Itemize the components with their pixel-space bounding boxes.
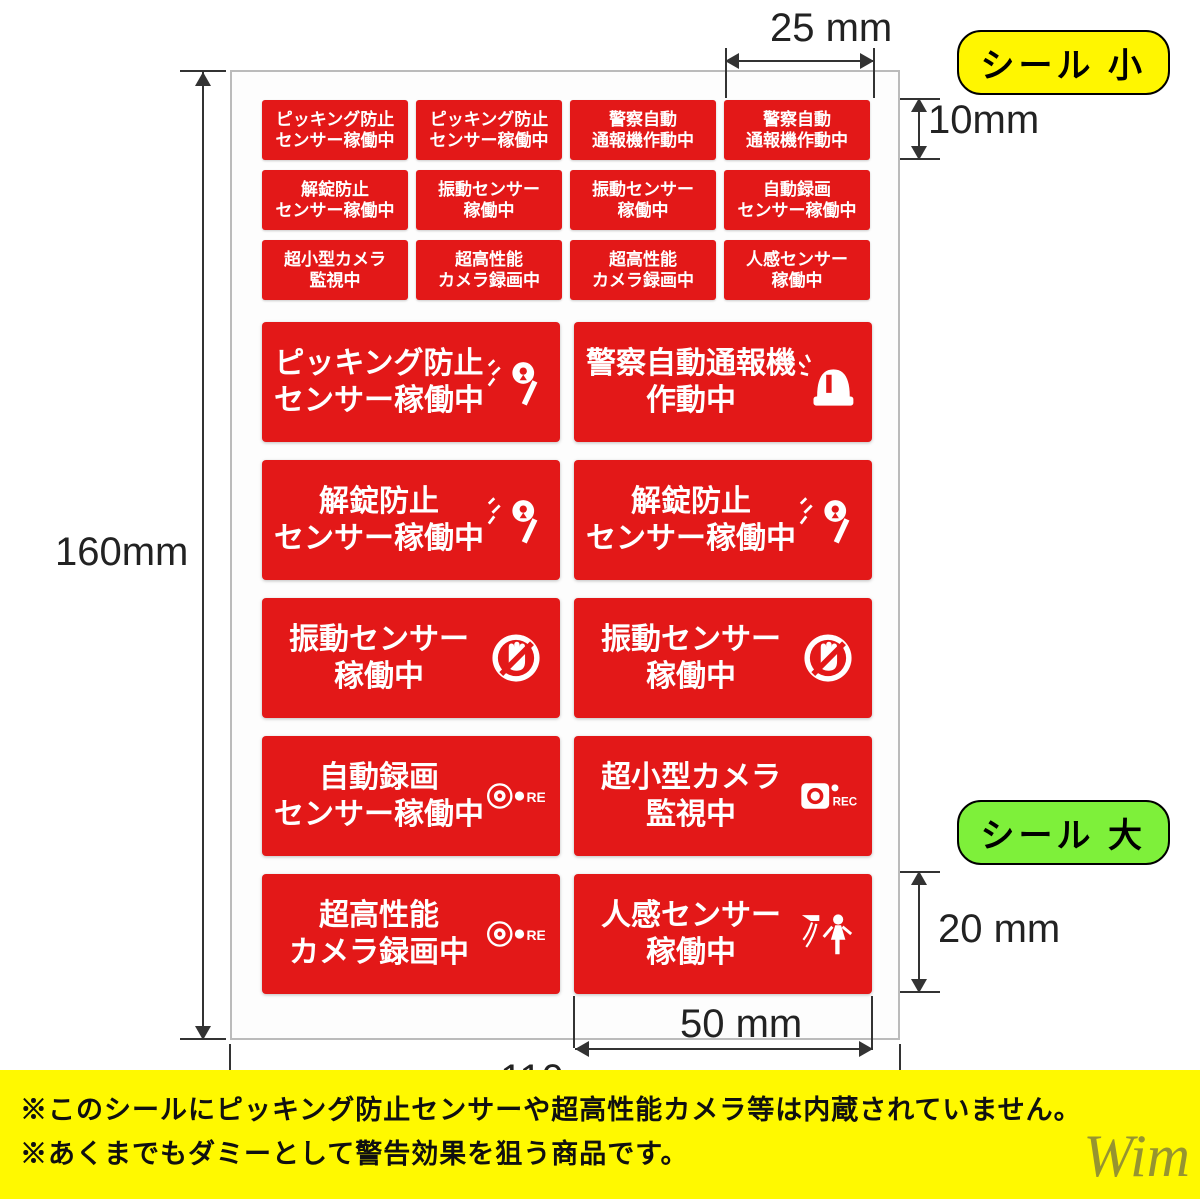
- small-sticker: 解錠防止センサー稼働中: [262, 170, 408, 230]
- large-sticker-text: 警察自動通報機 作動中: [586, 345, 796, 420]
- svg-text:REC: REC: [526, 927, 545, 943]
- small-sticker-line2: 稼働中: [772, 270, 823, 291]
- small-sticker: 自動録画センサー稼働中: [724, 170, 870, 230]
- large-sticker: 超高性能 カメラ録画中 REC: [262, 874, 560, 994]
- pill-small: シール 小: [957, 30, 1170, 95]
- dim-sheet-height-label: 160mm: [55, 530, 188, 575]
- arrow: [911, 871, 927, 885]
- small-sticker-line1: 超高性能: [609, 249, 677, 270]
- large-sticker-text: 人感センサー 稼働中: [586, 897, 796, 972]
- small-sticker-line2: 通報機作動中: [746, 130, 848, 151]
- arrow: [859, 1041, 873, 1057]
- siren-icon: [796, 353, 860, 411]
- small-sticker-line2: 稼働中: [618, 200, 669, 221]
- svg-text:REC: REC: [526, 789, 545, 805]
- disclaimer-box: ※このシールにピッキング防止センサーや超高性能カメラ等は内蔵されていません。 ※…: [0, 1070, 1200, 1199]
- arrow: [195, 72, 211, 86]
- svg-text:REC: REC: [833, 795, 857, 808]
- small-sticker-line1: ピッキング防止: [276, 109, 395, 130]
- large-sticker: 人感センサー 稼働中: [574, 874, 872, 994]
- large-sticker: 警察自動通報機 作動中: [574, 322, 872, 442]
- arrow: [575, 1041, 589, 1057]
- arrow: [725, 53, 739, 69]
- watermark: Wim: [1083, 1122, 1190, 1191]
- small-sticker: 超高性能カメラ録画中: [570, 240, 716, 300]
- small-sticker: 振動センサー稼働中: [416, 170, 562, 230]
- dim-line: [725, 60, 875, 62]
- dim-line: [575, 1048, 873, 1050]
- keyhole-icon: [796, 491, 860, 549]
- nohand-icon: [796, 629, 860, 687]
- large-sticker: 超小型カメラ 監視中 REC: [574, 736, 872, 856]
- small-sticker-grid: ピッキング防止センサー稼働中ピッキング防止センサー稼働中警察自動通報機作動中警察…: [262, 100, 872, 300]
- small-sticker-line2: 稼働中: [464, 200, 515, 221]
- small-sticker-line1: 自動録画: [763, 179, 831, 200]
- dim-large-width-label: 50 mm: [680, 1002, 802, 1047]
- small-sticker-line1: 振動センサー: [592, 179, 694, 200]
- small-sticker: 警察自動通報機作動中: [570, 100, 716, 160]
- small-sticker-line2: カメラ録画中: [438, 270, 540, 291]
- arrow: [860, 53, 874, 69]
- small-sticker: 警察自動通報機作動中: [724, 100, 870, 160]
- small-sticker-line1: 超小型カメラ: [284, 249, 386, 270]
- rec-icon: REC: [484, 767, 548, 825]
- large-sticker: 振動センサー 稼働中: [262, 598, 560, 718]
- dim-small-width-label: 25 mm: [770, 6, 892, 51]
- cam-icon: REC: [796, 767, 860, 825]
- small-sticker-line1: 振動センサー: [438, 179, 540, 200]
- small-sticker-line2: 監視中: [310, 270, 361, 291]
- small-sticker-line1: 人感センサー: [746, 249, 848, 270]
- large-sticker: 解錠防止 センサー稼働中: [262, 460, 560, 580]
- dim-large-height-label: 20 mm: [938, 907, 1060, 952]
- dim-line: [918, 871, 920, 991]
- disclaimer-line-2: ※あくまでもダミーとして警告効果を狙う商品です。: [20, 1132, 1180, 1177]
- large-sticker-text: 超小型カメラ 監視中: [586, 759, 796, 834]
- small-sticker-line2: センサー稼働中: [276, 200, 395, 221]
- pir-icon: [796, 905, 860, 963]
- large-sticker-text: 解錠防止 センサー稼働中: [274, 483, 484, 558]
- large-sticker-text: 自動録画 センサー稼働中: [274, 759, 484, 834]
- pill-large: シール 大: [957, 800, 1170, 865]
- large-sticker-grid: ピッキング防止 センサー稼働中警察自動通報機 作動中解錠防止 センサー稼働中解錠…: [262, 322, 872, 994]
- small-sticker: 人感センサー稼働中: [724, 240, 870, 300]
- small-sticker: 超高性能カメラ録画中: [416, 240, 562, 300]
- small-sticker-line1: 超高性能: [455, 249, 523, 270]
- dim-line: [202, 72, 204, 1040]
- small-sticker: ピッキング防止センサー稼働中: [416, 100, 562, 160]
- large-sticker-text: 振動センサー 稼働中: [274, 621, 484, 696]
- large-sticker-text: ピッキング防止 センサー稼働中: [274, 345, 484, 420]
- small-sticker-line1: ピッキング防止: [430, 109, 549, 130]
- small-sticker-line1: 警察自動: [763, 109, 831, 130]
- large-sticker: ピッキング防止 センサー稼働中: [262, 322, 560, 442]
- arrow: [911, 979, 927, 993]
- small-sticker-line2: センサー稼働中: [276, 130, 395, 151]
- small-sticker-line2: センサー稼働中: [738, 200, 857, 221]
- small-sticker: 振動センサー稼働中: [570, 170, 716, 230]
- small-sticker-line1: 解錠防止: [301, 179, 369, 200]
- arrow: [911, 98, 927, 112]
- keyhole-icon: [484, 353, 548, 411]
- sticker-sheet: ピッキング防止センサー稼働中ピッキング防止センサー稼働中警察自動通報機作動中警察…: [230, 70, 900, 1040]
- small-sticker-line2: センサー稼働中: [430, 130, 549, 151]
- large-sticker: 振動センサー 稼働中: [574, 598, 872, 718]
- disclaimer-line-1: ※このシールにピッキング防止センサーや超高性能カメラ等は内蔵されていません。: [20, 1088, 1180, 1133]
- large-sticker: 自動録画 センサー稼働中 REC: [262, 736, 560, 856]
- dim-small-height-label: 10mm: [928, 98, 1039, 143]
- rec-icon: REC: [484, 905, 548, 963]
- small-sticker-line2: カメラ録画中: [592, 270, 694, 291]
- large-sticker: 解錠防止 センサー稼働中: [574, 460, 872, 580]
- keyhole-icon: [484, 491, 548, 549]
- canvas: ピッキング防止センサー稼働中ピッキング防止センサー稼働中警察自動通報機作動中警察…: [0, 0, 1200, 1199]
- large-sticker-text: 解錠防止 センサー稼働中: [586, 483, 796, 558]
- large-sticker-text: 振動センサー 稼働中: [586, 621, 796, 696]
- nohand-icon: [484, 629, 548, 687]
- arrow: [911, 146, 927, 160]
- small-sticker-line2: 通報機作動中: [592, 130, 694, 151]
- large-sticker-text: 超高性能 カメラ録画中: [274, 897, 484, 972]
- small-sticker-line1: 警察自動: [609, 109, 677, 130]
- arrow: [195, 1026, 211, 1040]
- small-sticker: 超小型カメラ監視中: [262, 240, 408, 300]
- small-sticker: ピッキング防止センサー稼働中: [262, 100, 408, 160]
